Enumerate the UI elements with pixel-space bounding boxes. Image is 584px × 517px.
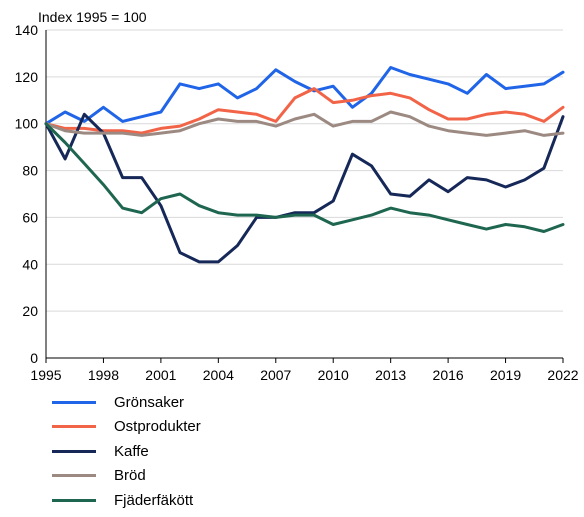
legend-item: Kaffe bbox=[52, 439, 201, 464]
legend-label: Bröd bbox=[114, 467, 146, 485]
series-line bbox=[44, 110, 565, 137]
legend-item: Bröd bbox=[52, 464, 201, 489]
legend-swatch bbox=[52, 498, 96, 502]
legend-swatch bbox=[52, 474, 96, 478]
y-tick-label: 140 bbox=[15, 22, 39, 38]
series-line bbox=[44, 87, 565, 135]
x-tick-label: 2007 bbox=[260, 367, 291, 383]
y-tick-label: 60 bbox=[22, 209, 38, 225]
legend-swatch bbox=[52, 425, 96, 429]
x-tick-label: 2016 bbox=[433, 367, 464, 383]
legend-swatch bbox=[52, 449, 96, 453]
y-axis-label: Index 1995 = 100 bbox=[38, 9, 147, 25]
y-tick-label: 80 bbox=[22, 163, 38, 179]
legend-swatch bbox=[52, 400, 96, 404]
y-tick-label: 0 bbox=[30, 350, 38, 366]
series-line bbox=[44, 122, 565, 233]
x-tick-label: 2010 bbox=[318, 367, 349, 383]
legend-label: Kaffe bbox=[114, 442, 149, 460]
legend-label: Ostprodukter bbox=[114, 418, 201, 436]
y-tick-label: 120 bbox=[15, 69, 39, 85]
series-line bbox=[44, 112, 565, 264]
legend-item: Grönsaker bbox=[52, 390, 201, 415]
x-tick-label: 1998 bbox=[88, 367, 119, 383]
x-tick-label: 2013 bbox=[375, 367, 406, 383]
series-line bbox=[44, 66, 565, 126]
x-tick-label: 2004 bbox=[203, 367, 234, 383]
y-tick-label: 20 bbox=[22, 303, 38, 319]
x-tick-label: 1995 bbox=[30, 367, 61, 383]
legend: Grönsaker Ostprodukter Kaffe Bröd Fjäderfäkö… bbox=[52, 390, 201, 513]
x-tick-label: 2022 bbox=[547, 367, 578, 383]
y-tick-label: 40 bbox=[22, 256, 38, 272]
legend-item: Fjäderfäkött bbox=[52, 488, 201, 513]
y-tick-label: 100 bbox=[15, 116, 39, 132]
legend-label: Fjäderfäkött bbox=[114, 491, 194, 509]
x-tick-label: 2001 bbox=[145, 367, 176, 383]
legend-label: Grönsaker bbox=[114, 393, 185, 411]
legend-item: Ostprodukter bbox=[52, 415, 201, 440]
x-tick-label: 2019 bbox=[490, 367, 521, 383]
